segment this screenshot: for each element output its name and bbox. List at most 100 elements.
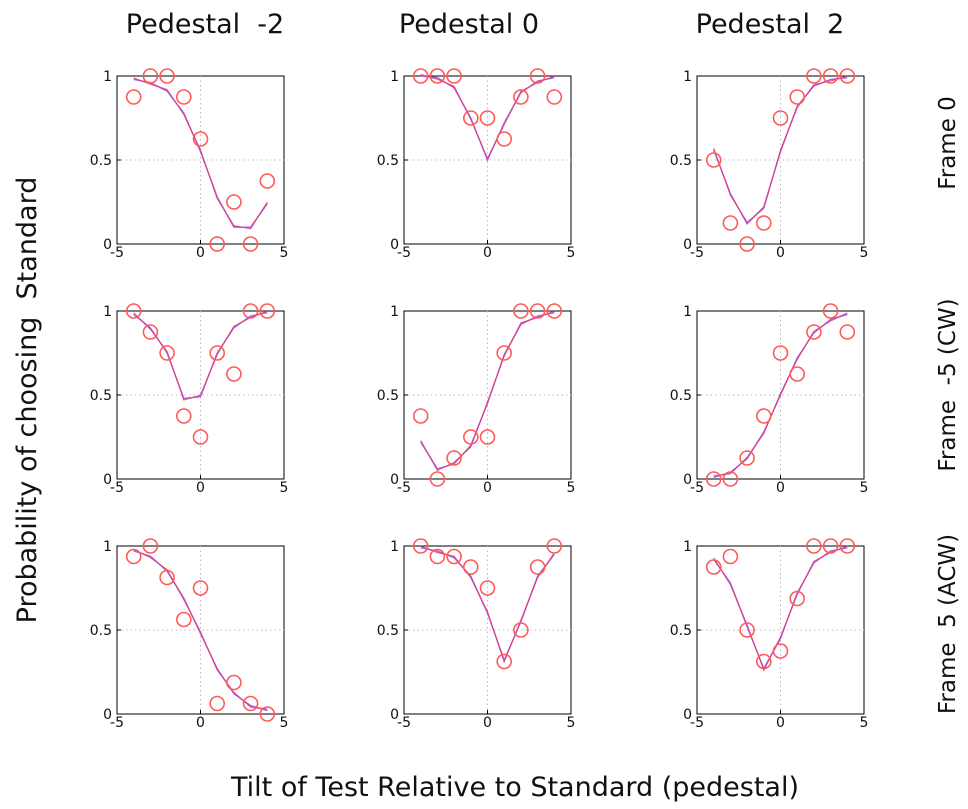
data-point <box>479 429 496 445</box>
panel-frame-0-pedestal-0: -5 0 500.51 <box>377 68 575 261</box>
data-point <box>429 68 446 84</box>
data-point <box>259 303 276 319</box>
x-tick-label: -5 <box>397 245 411 261</box>
panel-frame-0-pedestal-neg2: -5 0 500.51 <box>90 68 289 261</box>
x-tick-label: 0 <box>483 245 492 261</box>
x-tick-label: -5 <box>110 245 124 261</box>
data-point <box>125 89 142 105</box>
data-point <box>226 194 242 210</box>
data-point <box>192 580 209 596</box>
data-point <box>839 68 856 84</box>
y-tick-label: 0 <box>103 237 112 253</box>
data-point <box>529 559 546 575</box>
data-point <box>412 408 429 424</box>
data-fit-line <box>420 545 555 664</box>
x-tick-label: 0 <box>196 245 205 261</box>
x-tick-label: 5 <box>280 245 289 261</box>
data-point <box>125 548 142 565</box>
data-point <box>546 303 563 319</box>
data-point <box>479 580 496 596</box>
panel-frame-5-pedestal-neg2: -5 0 500.51 <box>90 538 288 731</box>
data-point <box>772 643 789 659</box>
data-point <box>429 548 446 565</box>
data-fit-line <box>133 77 268 230</box>
data-point <box>546 89 563 105</box>
x-tick-label: -5 <box>397 480 411 496</box>
y-tick-label: 1 <box>103 539 112 555</box>
x-tick-label: 0 <box>483 480 492 496</box>
column-title-pedestal-0: Pedestal 0 <box>399 9 539 40</box>
data-point <box>755 653 772 670</box>
data-point <box>513 89 529 105</box>
data-point <box>159 68 175 84</box>
x-tick-label: -5 <box>690 715 704 731</box>
data-point <box>496 131 513 147</box>
data-point <box>705 152 722 168</box>
row-title-frame-0: Frame 0 <box>935 96 961 190</box>
data-fit-line <box>420 73 555 160</box>
y-tick-label: 1 <box>683 69 692 85</box>
data-point <box>806 324 822 340</box>
y-tick-label: 1 <box>683 539 692 555</box>
data-point <box>789 366 806 382</box>
data-point <box>546 538 563 554</box>
data-point <box>242 303 259 319</box>
data-point <box>142 324 159 340</box>
data-point <box>209 695 225 712</box>
data-point <box>259 706 276 722</box>
data-point <box>412 538 429 554</box>
data-point <box>513 303 529 319</box>
x-tick-label: 5 <box>860 715 869 731</box>
data-point <box>259 173 276 189</box>
panel-frame-neg5-pedestal-0: -5 0 500.51 <box>377 303 576 496</box>
y-tick-label: 0.5 <box>377 623 399 639</box>
x-tick-label: -5 <box>110 715 124 731</box>
data-point <box>242 236 259 252</box>
data-point <box>159 569 175 586</box>
x-tick-label: 0 <box>776 480 785 496</box>
data-point <box>176 89 192 105</box>
data-point <box>446 450 462 466</box>
panel-frame-neg5-pedestal-2: -5 0 500.51 <box>670 303 869 496</box>
plot-frame <box>403 310 572 480</box>
x-tick-label: -5 <box>690 480 704 496</box>
y-tick-label: 0.5 <box>670 388 692 404</box>
column-title-pedestal-2: Pedestal 2 <box>696 9 845 40</box>
x-tick-label: 5 <box>860 480 869 496</box>
data-point <box>226 366 242 382</box>
data-point <box>739 450 755 466</box>
x-axis-title: Tilt of Test Relative to Standard (pedes… <box>230 772 799 803</box>
data-point <box>822 303 839 319</box>
y-axis-title: Probability of choosing Standard <box>12 177 43 624</box>
y-tick-label: 0 <box>103 472 112 488</box>
y-tick-label: 0 <box>390 237 399 253</box>
data-point <box>722 471 739 487</box>
column-title-pedestal-neg2: Pedestal -2 <box>126 9 284 40</box>
data-point <box>176 611 192 628</box>
y-tick-label: 0.5 <box>90 153 112 169</box>
data-point <box>242 695 259 712</box>
row-title-frame-5-acw: Frame 5 (ACW) <box>935 534 961 714</box>
x-tick-label: 5 <box>567 480 576 496</box>
data-point <box>496 653 513 670</box>
panel-frame-0-pedestal-2: -5 0 500.51 <box>670 68 868 261</box>
data-point <box>209 236 225 252</box>
data-point <box>739 622 755 638</box>
data-point <box>226 674 242 691</box>
data-point <box>446 548 462 565</box>
y-tick-label: 1 <box>390 304 399 320</box>
x-tick-label: 0 <box>776 245 785 261</box>
plot-frame <box>696 75 865 245</box>
y-tick-label: 0.5 <box>670 153 692 169</box>
data-point <box>722 548 739 565</box>
x-tick-label: 5 <box>280 480 289 496</box>
data-point <box>772 345 789 361</box>
y-tick-label: 0.5 <box>90 388 112 404</box>
data-point <box>806 68 822 84</box>
data-fit-line <box>713 75 848 224</box>
data-point <box>755 215 772 231</box>
data-point <box>739 236 755 252</box>
data-point <box>806 538 822 554</box>
data-fit-line <box>713 312 848 477</box>
